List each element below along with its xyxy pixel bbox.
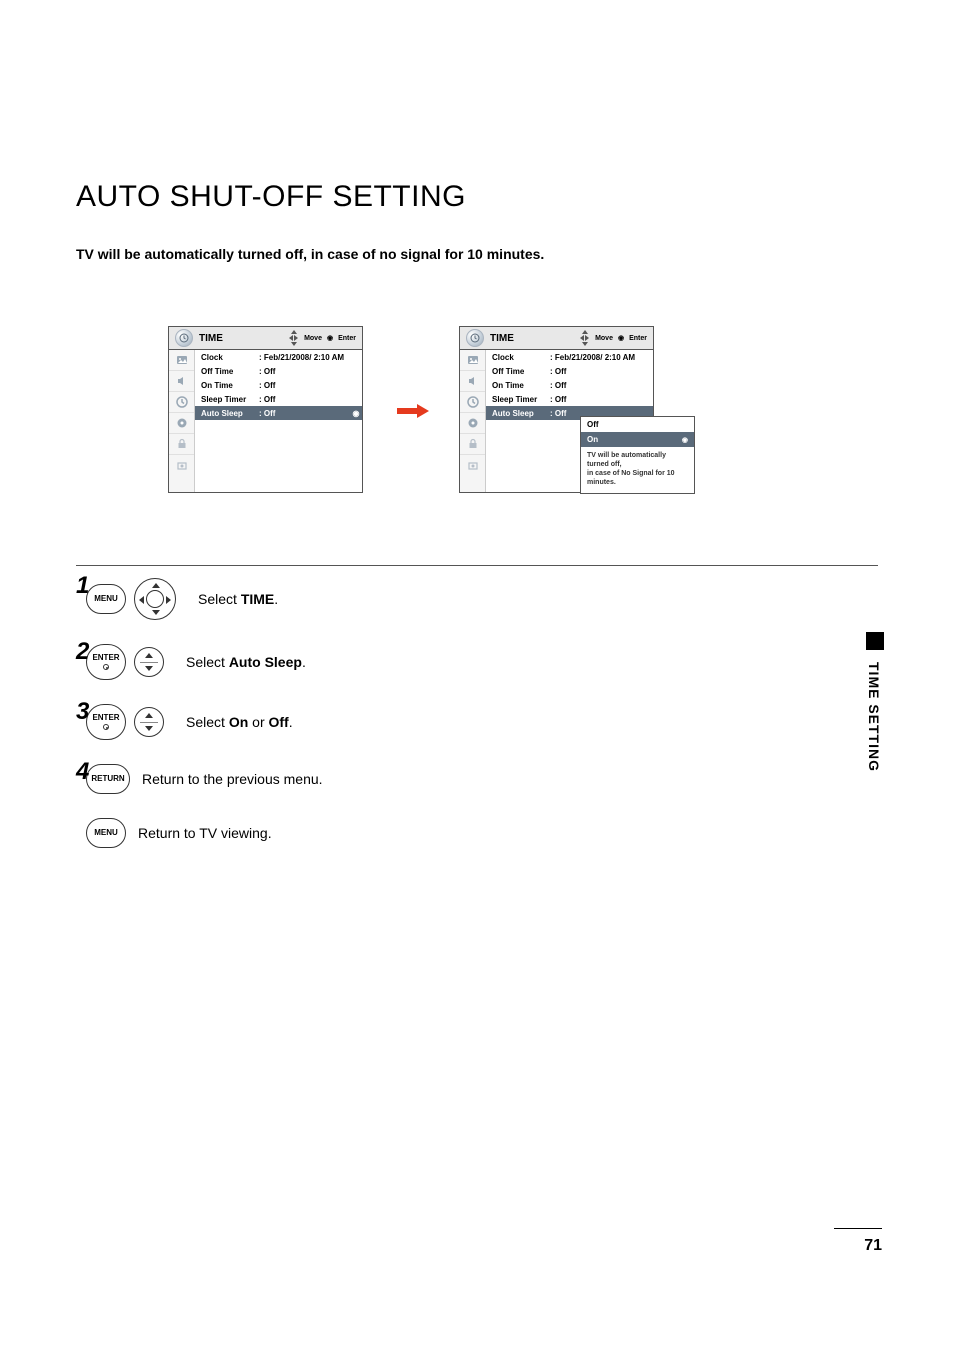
step-text: Select Auto Sleep. (186, 654, 306, 670)
audio-icon (169, 371, 194, 392)
option-icon (169, 413, 194, 434)
nav-move-label: Move (595, 335, 613, 342)
menu-row-clock[interactable]: Clock: Feb/21/2008/ 2:10 AM (486, 350, 653, 364)
submenu-note: TV will be automatically turned off, in … (581, 447, 694, 493)
menu-nav-hint: Move ◉ Enter (289, 330, 356, 346)
nav-enter-label: Enter (338, 335, 356, 342)
description-text: TV will be automatically turned off, in … (76, 246, 544, 262)
page-number-rule (834, 1228, 882, 1229)
clock-icon (466, 329, 484, 347)
menu-row-sleeptimer[interactable]: Sleep Timer: Off (486, 392, 653, 406)
step-text: Return to TV viewing. (138, 825, 272, 841)
enter-dot-icon: ◉ (327, 334, 333, 342)
divider (76, 565, 878, 566)
section-label: TIME SETTING (866, 662, 882, 772)
page-title: AUTO SHUT-OFF SETTING (76, 180, 466, 214)
menu-header: TIME Move ◉ Enter (460, 327, 653, 350)
menu-row-ontime[interactable]: On Time: Off (195, 378, 362, 392)
step-4: 4 RETURN Return to the previous menu. (76, 764, 323, 794)
input-icon (169, 455, 194, 476)
option-icon (460, 413, 485, 434)
enter-button[interactable]: ENTER (86, 644, 126, 680)
selection-marker-icon: ◉ (682, 436, 688, 444)
step-text: Select On or Off. (186, 714, 293, 730)
submenu-off[interactable]: Off (581, 417, 694, 432)
menu-row-sleeptimer[interactable]: Sleep Timer: Off (195, 392, 362, 406)
picture-icon (460, 350, 485, 371)
menu-title: TIME (486, 333, 580, 344)
menu-button[interactable]: MENU (86, 584, 126, 614)
arrow-right-icon (395, 402, 431, 420)
updown-button[interactable] (134, 647, 164, 677)
time-icon (169, 392, 194, 413)
step-number: 3 (76, 698, 89, 726)
step-text: Select TIME. (198, 591, 278, 607)
lock-icon (169, 434, 194, 455)
menu-header: TIME Move ◉ Enter (169, 327, 362, 350)
lock-icon (460, 434, 485, 455)
step-3: 3 ENTER Select On or Off. (76, 704, 323, 740)
picture-icon (169, 350, 194, 371)
menu-title: TIME (195, 333, 289, 344)
menu-row-offtime[interactable]: Off Time: Off (486, 364, 653, 378)
submenu-on[interactable]: On ◉ (581, 432, 694, 447)
step-2: 2 ENTER Select Auto Sleep. (76, 644, 323, 680)
dpad-button[interactable] (134, 578, 176, 620)
move-arrows-icon (289, 330, 298, 346)
enter-dot-icon (103, 664, 109, 670)
time-menu-panel-left: TIME Move ◉ Enter Clock: Feb/21/2008/ (168, 326, 363, 493)
selection-marker-icon: ◉ (350, 409, 362, 418)
menu-list: Clock: Feb/21/2008/ 2:10 AM Off Time: Of… (195, 350, 362, 492)
enter-dot-icon: ◉ (618, 334, 624, 342)
nav-move-label: Move (304, 335, 322, 342)
audio-icon (460, 371, 485, 392)
step-5: MENU Return to TV viewing. (76, 818, 323, 848)
steps-list: 1 MENU Select TIME. 2 ENTER Select Auto … (76, 578, 323, 872)
time-icon (460, 392, 485, 413)
step-1: 1 MENU Select TIME. (76, 578, 323, 620)
menu-sidebar (460, 350, 486, 492)
updown-button[interactable] (134, 707, 164, 737)
autosleep-submenu: Off On ◉ TV will be automatically turned… (580, 416, 695, 494)
menu-sidebar (169, 350, 195, 492)
return-button[interactable]: RETURN (86, 764, 130, 794)
menu-row-offtime[interactable]: Off Time: Off (195, 364, 362, 378)
step-text: Return to the previous menu. (142, 771, 323, 787)
move-arrows-icon (580, 330, 589, 346)
menu-row-autosleep[interactable]: Auto Sleep: Off◉ (195, 406, 362, 420)
menu-nav-hint: Move ◉ Enter (580, 330, 647, 346)
clock-icon (175, 329, 193, 347)
nav-enter-label: Enter (629, 335, 647, 342)
menu-button[interactable]: MENU (86, 818, 126, 848)
menu-row-ontime[interactable]: On Time: Off (486, 378, 653, 392)
input-icon (460, 455, 485, 476)
enter-dot-icon (103, 724, 109, 730)
menu-row-clock[interactable]: Clock: Feb/21/2008/ 2:10 AM (195, 350, 362, 364)
step-number: 4 (76, 758, 89, 786)
page-number: 71 (864, 1237, 882, 1255)
section-marker (866, 632, 884, 650)
step-number: 1 (76, 572, 89, 600)
enter-button[interactable]: ENTER (86, 704, 126, 740)
step-number: 2 (76, 638, 89, 666)
